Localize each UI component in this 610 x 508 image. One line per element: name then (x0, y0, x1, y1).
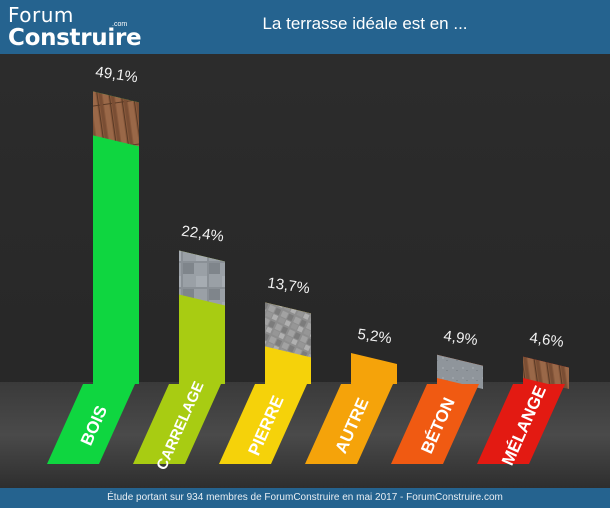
logo-line-forum: Forum (8, 3, 74, 27)
value-label-autre: 5,2% (357, 326, 393, 348)
footer-note: Étude portant sur 934 membres de ForumCo… (0, 488, 610, 508)
floor-ribbon-beton (391, 384, 479, 464)
bar-bois (93, 91, 139, 384)
header-bar: Forum Construire .com La terrasse idéale… (0, 0, 610, 54)
bar-texture-carrelage (179, 250, 225, 306)
floor-ribbon-bois (47, 384, 135, 464)
floor-ribbon-autre (305, 384, 393, 464)
value-label-melange: 4,6% (529, 329, 565, 351)
value-label-bois: 49,1% (94, 64, 138, 87)
chart-title: La terrasse idéale est en ... (262, 14, 468, 33)
value-label-beton: 4,9% (443, 328, 479, 350)
bar-texture-pierre (265, 302, 311, 358)
floor-ribbon-melange (477, 384, 565, 464)
category-labels-layer: BOIS CARRELAGE PIERRE AUTRE BÉTON MÉLANGE (47, 379, 565, 473)
bar-texture-bois (93, 91, 139, 147)
floor-ribbon-carrelage (133, 384, 221, 464)
value-label-carrelage: 22,4% (180, 223, 224, 246)
bar-chart: BOIS CARRELAGE PIERRE AUTRE BÉTON MÉLANGE 49,… (0, 54, 610, 488)
logo-dotcom: .com (112, 21, 128, 28)
floor-ribbon-pierre (219, 384, 307, 464)
bar-autre (351, 353, 397, 384)
bar-texture-melange (523, 356, 569, 389)
bar-texture-beton (437, 354, 483, 389)
value-labels-layer: 49,1% 22,4% 13,7% 5,2% 4,9% 4,6% (94, 64, 564, 351)
forumconstruire-logo[interactable]: Forum Construire .com (8, 3, 142, 51)
value-label-pierre: 13,7% (266, 275, 310, 298)
bars-layer (93, 91, 569, 389)
logo-line-construire: Construire (8, 25, 142, 51)
